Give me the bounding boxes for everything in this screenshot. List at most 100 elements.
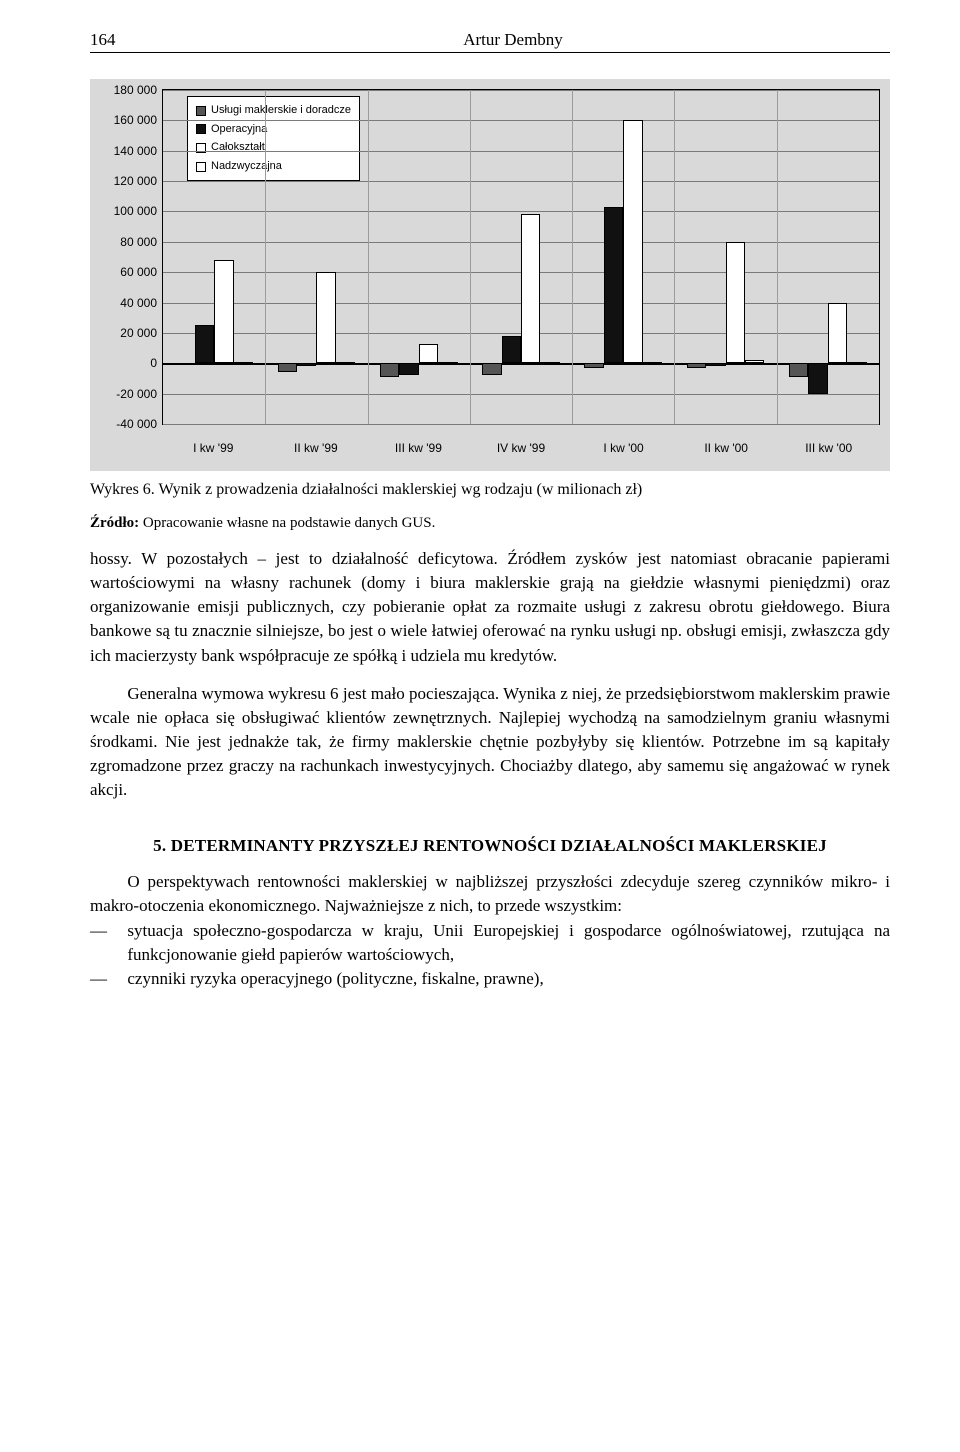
legend-swatch-uslugi bbox=[196, 106, 206, 116]
y-axis-label: 40 000 bbox=[97, 296, 157, 310]
y-axis-label: -20 000 bbox=[97, 387, 157, 401]
category-divider bbox=[572, 90, 573, 424]
bar-fill bbox=[521, 214, 540, 363]
y-axis-label: 100 000 bbox=[97, 204, 157, 218]
gridline bbox=[163, 90, 879, 91]
bar-nadz bbox=[540, 362, 559, 364]
bar-fill bbox=[297, 363, 316, 366]
dash-icon: — bbox=[90, 919, 127, 967]
bar-nadz bbox=[643, 362, 662, 364]
y-axis-label: 60 000 bbox=[97, 265, 157, 279]
section-heading: 5. DETERMINANTY PRZYSZŁEJ RENTOWNOŚCI DZ… bbox=[90, 836, 890, 856]
legend-item-operacyjna: Operacyjna bbox=[196, 121, 351, 139]
author-name: Artur Dembny bbox=[136, 30, 890, 50]
gridline bbox=[163, 424, 879, 425]
bar-fill bbox=[623, 120, 642, 363]
category-divider bbox=[265, 90, 266, 424]
x-axis-label: III kw '99 bbox=[395, 441, 442, 455]
chart-canvas: Usługi maklerskie i doradcze Operacyjna … bbox=[96, 85, 884, 465]
gridline bbox=[163, 120, 879, 121]
legend-swatch-operacyjna bbox=[196, 124, 206, 134]
bar-fill bbox=[195, 325, 214, 363]
body-para-1: hossy. W pozostałych – jest to działalno… bbox=[90, 547, 890, 668]
bar-fill bbox=[502, 336, 521, 363]
figure-source: Źródło: Opracowanie własne na podstawie … bbox=[90, 515, 890, 532]
chart-container: Usługi maklerskie i doradcze Operacyjna … bbox=[90, 79, 890, 471]
bar-calok bbox=[828, 303, 847, 364]
y-axis-label: 80 000 bbox=[97, 235, 157, 249]
source-text: Opracowanie własne na podstawie danych G… bbox=[143, 515, 435, 531]
bar-operacyjna bbox=[706, 363, 725, 366]
bar-operacyjna bbox=[399, 363, 418, 375]
legend-label: Usługi maklerskie i doradcze bbox=[211, 102, 351, 120]
bar-fill bbox=[847, 362, 866, 364]
gridline bbox=[163, 211, 879, 212]
bar-fill bbox=[175, 363, 194, 365]
list-item-text: czynniki ryzyka operacyjnego (polityczne… bbox=[127, 967, 890, 991]
bar-nadz bbox=[847, 362, 866, 364]
y-axis-label: 160 000 bbox=[97, 113, 157, 127]
bar-fill bbox=[687, 363, 706, 368]
gridline bbox=[163, 181, 879, 182]
bar-uslugi bbox=[482, 363, 501, 375]
source-label: Źródło: bbox=[90, 515, 139, 531]
list-item: —czynniki ryzyka operacyjnego (polityczn… bbox=[90, 967, 890, 991]
running-head: 164 Artur Dembny bbox=[90, 30, 890, 53]
x-axis-label: IV kw '99 bbox=[497, 441, 545, 455]
gridline bbox=[163, 363, 879, 365]
bar-fill bbox=[399, 363, 418, 375]
legend-label: Operacyjna bbox=[211, 121, 267, 139]
y-axis-label: 180 000 bbox=[97, 83, 157, 97]
y-axis-label: 20 000 bbox=[97, 326, 157, 340]
legend-label: Nadzwyczajna bbox=[211, 158, 282, 176]
bar-fill bbox=[745, 360, 764, 363]
legend-item-nadz: Nadzwyczajna bbox=[196, 158, 351, 176]
dash-icon: — bbox=[90, 967, 127, 991]
legend-item-calok: Całokształt bbox=[196, 139, 351, 157]
figure-caption: Wykres 6. Wynik z prowadzenia działalnoś… bbox=[90, 481, 890, 499]
bar-fill bbox=[706, 363, 725, 366]
list-item: —sytuacja społeczno-gospodarcza w kraju,… bbox=[90, 919, 890, 967]
bullet-list: —sytuacja społeczno-gospodarcza w kraju,… bbox=[90, 919, 890, 991]
bar-fill bbox=[214, 260, 233, 363]
bar-fill bbox=[380, 363, 399, 377]
x-axis-label: III kw '00 bbox=[805, 441, 852, 455]
bar-fill bbox=[584, 363, 603, 368]
bar-operacyjna bbox=[297, 363, 316, 366]
list-item-text: sytuacja społeczno-gospodarcza w kraju, … bbox=[127, 919, 890, 967]
bar-uslugi bbox=[175, 363, 194, 365]
bar-fill bbox=[336, 362, 355, 364]
bar-fill bbox=[808, 363, 827, 393]
x-axis-label: I kw '99 bbox=[193, 441, 233, 455]
category-divider bbox=[470, 90, 471, 424]
category-divider bbox=[674, 90, 675, 424]
bar-fill bbox=[278, 363, 297, 372]
y-axis-label: -40 000 bbox=[97, 417, 157, 431]
bar-operacyjna bbox=[502, 336, 521, 363]
x-axis-label: II kw '99 bbox=[294, 441, 338, 455]
bar-fill bbox=[828, 303, 847, 364]
bar-calok bbox=[726, 242, 745, 363]
bar-nadz bbox=[745, 360, 764, 363]
plot-area: Usługi maklerskie i doradcze Operacyjna … bbox=[162, 89, 880, 425]
bar-uslugi bbox=[278, 363, 297, 372]
bar-nadz bbox=[438, 362, 457, 364]
bar-fill bbox=[482, 363, 501, 375]
bar-operacyjna bbox=[195, 325, 214, 363]
bar-fill bbox=[234, 362, 253, 364]
bar-calok bbox=[316, 272, 335, 363]
y-axis-label: 0 bbox=[97, 356, 157, 370]
bar-uslugi bbox=[687, 363, 706, 368]
bar-fill bbox=[419, 344, 438, 364]
bar-uslugi bbox=[584, 363, 603, 368]
bar-fill bbox=[316, 272, 335, 363]
bar-operacyjna bbox=[808, 363, 827, 393]
page-number: 164 bbox=[90, 30, 136, 50]
gridline bbox=[163, 151, 879, 152]
legend-swatch-nadz bbox=[196, 162, 206, 172]
category-divider bbox=[777, 90, 778, 424]
category-divider bbox=[368, 90, 369, 424]
gridline bbox=[163, 394, 879, 395]
bar-fill bbox=[726, 242, 745, 363]
bar-calok bbox=[419, 344, 438, 364]
